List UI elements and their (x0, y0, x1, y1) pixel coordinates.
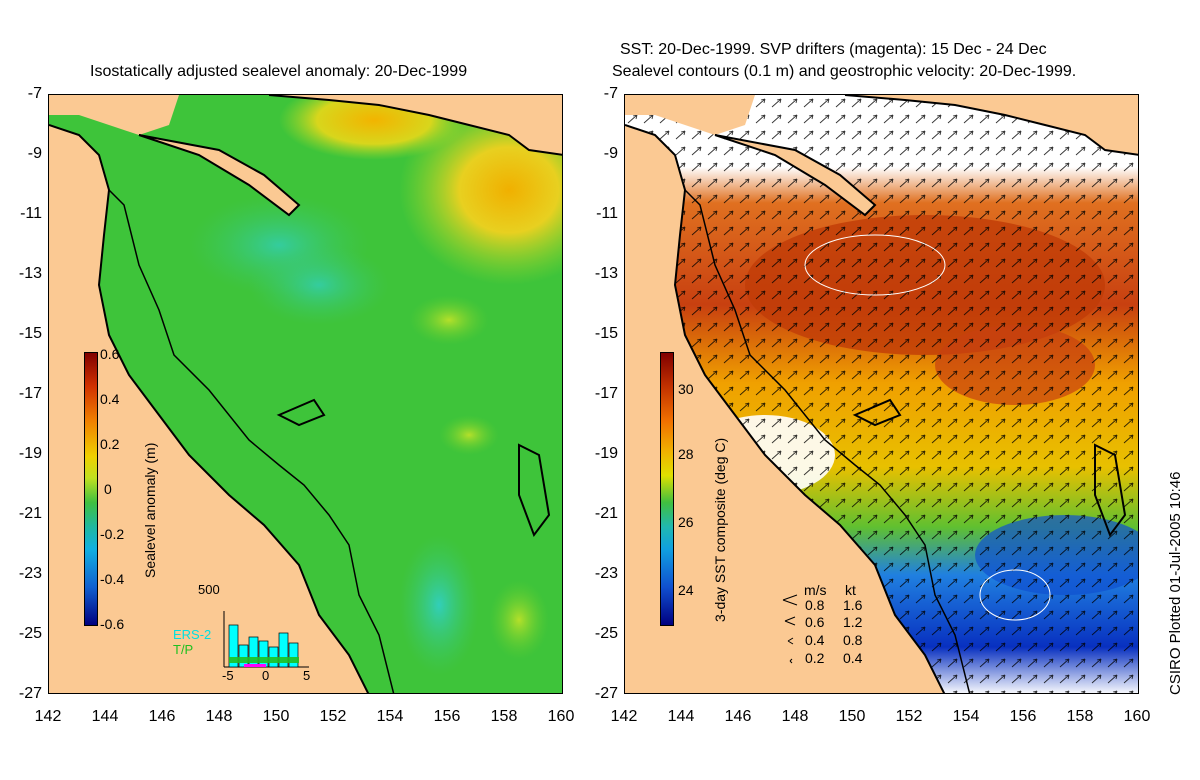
right-xtick: 146 (724, 708, 752, 725)
right-ytick: -13 (594, 265, 618, 282)
velocity-legend-ms: 0.8 (805, 597, 825, 613)
left-xtick: 156 (433, 708, 461, 725)
velocity-legend-kt: 0.4 (843, 650, 863, 666)
sst-colorbar-title: 3-day SST composite (deg C) (712, 437, 728, 622)
right-ytick: -25 (594, 625, 618, 642)
right-xtick: 148 (781, 708, 809, 725)
right-ytick: -27 (594, 685, 618, 702)
histogram-legend-tp: T/P (173, 642, 194, 657)
histogram-xtick: 5 (303, 668, 311, 683)
sst-colorbar (660, 352, 674, 626)
sst-colorbar-tick: 24 (678, 582, 694, 598)
left-ytick: -17 (18, 385, 42, 402)
right-xtick: 154 (952, 708, 980, 725)
right-xtick: 160 (1123, 708, 1151, 725)
left-xtick: 158 (490, 708, 518, 725)
histogram-xtick: 0 (262, 668, 270, 683)
left-ytick: -27 (18, 685, 42, 702)
sealevel-anomaly-map (48, 94, 563, 694)
velocity-legend-kt: 0.8 (843, 632, 863, 648)
right-xtick: 142 (610, 708, 638, 725)
right-ytick: -11 (596, 205, 618, 222)
velocity-legend-ms: 0.4 (805, 632, 825, 648)
left-xtick: 154 (376, 708, 404, 725)
sealevel-colorbar-tick: 0.6 (100, 346, 120, 362)
sealevel-colorbar-title: Sealevel anomaly (m) (142, 442, 158, 578)
left-ytick: -25 (18, 625, 42, 642)
velocity-legend-header-ms: m/s (804, 582, 827, 598)
right-ytick: -15 (594, 325, 618, 342)
histogram-inset (223, 611, 309, 668)
right-xtick: 150 (838, 708, 866, 725)
right-map-title-line1: SST: 20-Dec-1999. SVP drifters (magenta)… (620, 41, 1047, 58)
plot-credit: CSIRO Plotted 01-Jul-2005 10:46 (1167, 471, 1184, 695)
sst-velocity-map (624, 94, 1139, 694)
sealevel-colorbar (84, 352, 98, 626)
right-ytick: -17 (594, 385, 618, 402)
left-ytick: -15 (18, 325, 42, 342)
left-ytick: -13 (18, 265, 42, 282)
sealevel-colorbar-tick: 0.2 (100, 436, 120, 452)
right-ytick: -7 (603, 85, 618, 102)
left-xtick: 148 (205, 708, 233, 725)
velocity-legend-ms: 0.2 (805, 650, 825, 666)
sealevel-colorbar-tick: 0.4 (100, 391, 120, 407)
velocity-legend-kt: 1.2 (843, 614, 863, 630)
right-xtick: 158 (1066, 708, 1094, 725)
left-xtick: 150 (262, 708, 290, 725)
right-map-title-line2: Sealevel contours (0.1 m) and geostrophi… (612, 63, 1077, 80)
sealevel-colorbar-tick: 0 (104, 481, 112, 497)
left-xtick: 152 (319, 708, 347, 725)
left-xtick: 146 (148, 708, 176, 725)
right-ytick: -9 (603, 145, 618, 162)
velocity-legend-header-kt: kt (845, 582, 856, 598)
sst-colorbar-tick: 26 (678, 514, 694, 530)
sealevel-colorbar-tick: -0.2 (100, 526, 125, 542)
right-ytick: -23 (594, 565, 618, 582)
right-xtick: 144 (667, 708, 695, 725)
left-xtick: 144 (91, 708, 119, 725)
histogram-xtick: -5 (222, 668, 234, 683)
right-xtick: 156 (1009, 708, 1037, 725)
left-xtick: 160 (547, 708, 575, 725)
left-ytick: -23 (18, 565, 42, 582)
left-ytick: -19 (18, 445, 42, 462)
left-ytick: -11 (20, 205, 42, 222)
histogram-ymax-label: 500 (198, 582, 220, 597)
left-ytick: -9 (27, 145, 42, 162)
left-ytick: -21 (18, 505, 42, 522)
left-xtick: 142 (34, 708, 62, 725)
sealevel-colorbar-tick: -0.4 (100, 571, 125, 587)
sst-colorbar-tick: 28 (678, 446, 694, 462)
velocity-legend-ms: 0.6 (805, 614, 825, 630)
right-xtick: 152 (895, 708, 923, 725)
histogram-legend-ers2: ERS-2 (173, 627, 212, 642)
velocity-legend-kt: 1.6 (843, 597, 863, 613)
left-ytick: -7 (27, 85, 42, 102)
right-ytick: -19 (594, 445, 618, 462)
sst-colorbar-tick: 30 (678, 381, 694, 397)
right-ytick: -21 (594, 505, 618, 522)
sealevel-colorbar-tick: -0.6 (100, 616, 125, 632)
left-map-title: Isostatically adjusted sealevel anomaly:… (90, 63, 468, 80)
